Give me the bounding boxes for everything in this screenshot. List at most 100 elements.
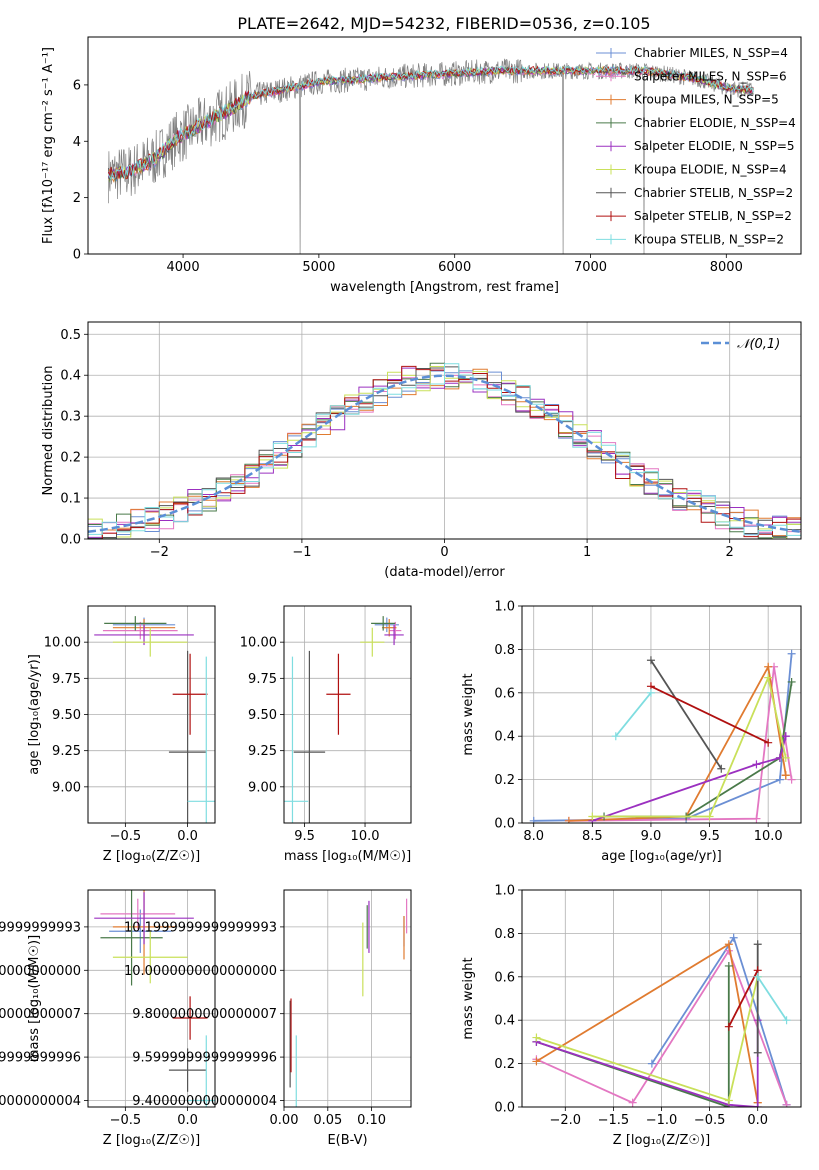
weight-marker — [752, 814, 761, 823]
y-axis-label: mass [log₁₀(M/M☉)] — [27, 935, 42, 1062]
legend-label: Salpeter ELODIE, N_SSP=5 — [634, 139, 795, 153]
plot-area-weight_vs_Z — [532, 933, 791, 1107]
weight-marker — [532, 1057, 541, 1066]
weight-marker — [729, 933, 738, 942]
axes-frame — [283, 889, 412, 1108]
weight-marker — [787, 775, 796, 784]
y-tick-label: 0.0 — [494, 817, 515, 832]
x-tick-label: 1 — [583, 545, 591, 560]
plot-area-age_vs_mass — [284, 616, 404, 823]
weight-marker — [724, 940, 733, 949]
weight-marker — [764, 738, 773, 747]
legend-label: Chabrier ELODIE, N_SSP=4 — [634, 116, 796, 130]
weight-series-line — [756, 976, 788, 1021]
legend-label: Salpeter MILES, N_SSP=6 — [634, 69, 787, 83]
x-tick-label: 9.5 — [294, 829, 315, 844]
plot-area-residuals — [88, 362, 801, 539]
weight-marker — [764, 673, 773, 682]
y-tick-label: 0.8 — [494, 643, 515, 658]
y-tick-label: 9.8000000000000007 — [132, 1007, 277, 1022]
panel-residuals: −2 −1 0 1 2 0.0 0.1 0.2 0.3 0.4 0.5 (data-model)/er… — [41, 321, 802, 580]
plot-area-age_vs_Z — [94, 616, 215, 823]
y-tick-label: 4 — [73, 135, 81, 150]
legend-label: Kroupa MILES, N_SSP=5 — [634, 93, 779, 107]
y-axis-label: mass weight — [461, 957, 476, 1039]
weight-marker — [717, 764, 726, 773]
x-tick-label: −1.5 — [598, 1113, 630, 1128]
y-tick-label: 2 — [73, 191, 81, 206]
weight-marker — [646, 656, 655, 665]
weight-marker — [753, 972, 762, 981]
x-tick-label: 2 — [726, 545, 734, 560]
weight-marker — [787, 677, 796, 686]
x-tick-label: 10.0 — [351, 829, 380, 844]
weight-marker — [787, 649, 796, 658]
x-tick-label: 0.05 — [313, 1113, 342, 1128]
weight-marker — [588, 812, 597, 821]
y-tick-label: 0.0 — [494, 1101, 515, 1116]
panel-age_vs_Z: −0.5 0.0 9.00 9.25 9.50 9.75 10.00 Z [log₁₀(Z/Z… — [27, 605, 216, 864]
x-tick-label: −0.5 — [110, 829, 142, 844]
y-tick-label: 10.00 — [240, 636, 277, 651]
legend-label: 𝒩(0,1) — [737, 337, 780, 352]
x-tick-label: 10.0 — [754, 829, 783, 844]
weight-series-line — [536, 1020, 759, 1107]
x-tick-label: 6000 — [438, 260, 471, 275]
weight-marker — [529, 816, 538, 823]
weight-marker — [753, 1048, 762, 1057]
weight-series-line — [615, 692, 652, 737]
y-tick-label: 10.1999999999999993 — [124, 920, 277, 935]
x-tick-label: −2 — [150, 545, 169, 560]
figure-title: PLATE=2642, MJD=54232, FIBERID=0536, z=0… — [237, 14, 650, 33]
panel-weight_vs_Z: −2.0 −1.5 −1.0 −0.5 0.0 0.0 0.2 0.4 0.6 0.8 1.0 Z [… — [461, 884, 802, 1148]
axes-frame — [87, 889, 216, 1108]
x-tick-label: 7000 — [574, 260, 607, 275]
x-tick-label: 8.0 — [523, 829, 544, 844]
x-tick-label: 0.10 — [357, 1113, 386, 1128]
x-tick-label: 9.0 — [641, 829, 662, 844]
y-axis-label: mass weight — [461, 673, 476, 755]
y-tick-label: 9.50 — [248, 708, 277, 723]
axes-frame — [521, 605, 802, 824]
model-fit-line — [107, 65, 754, 180]
weight-marker — [752, 760, 761, 769]
y-tick-label: 10.0000000000000000 — [124, 964, 277, 979]
x-tick-label: 0.0 — [177, 829, 198, 844]
y-tick-label: 9.00 — [248, 780, 277, 795]
x-tick-label: 8.5 — [582, 829, 603, 844]
x-tick-label: 0 — [440, 545, 448, 560]
legend-label: Kroupa STELIB, N_SSP=2 — [634, 232, 784, 246]
x-axis-label: age [log₁₀(age/yr)] — [601, 849, 722, 864]
model-fit-line — [107, 64, 754, 181]
weight-marker — [753, 1103, 762, 1107]
y-tick-label: 9.8000000000000007 — [0, 1007, 81, 1022]
y-tick-label: 9.50 — [52, 708, 81, 723]
weight-marker — [646, 688, 655, 697]
legend-label: Kroupa ELODIE, N_SSP=4 — [634, 163, 787, 177]
plot-area-spectrum — [107, 58, 754, 254]
y-tick-label: 0.0 — [60, 533, 81, 548]
x-axis-label: mass [log₁₀(M/M☉)] — [284, 849, 411, 864]
weight-series-line — [727, 969, 759, 1028]
x-tick-label: 4000 — [167, 260, 200, 275]
y-tick-label: 0.2 — [60, 451, 81, 466]
weight-series-line — [592, 674, 787, 818]
panel-age_vs_mass: 9.5 10.0 9.00 9.25 9.50 9.75 10.00 mass [log₁₀(… — [240, 605, 412, 864]
y-tick-label: 9.5999999999999996 — [132, 1051, 277, 1066]
y-tick-label: 0.6 — [494, 686, 515, 701]
x-tick-label: 9.5 — [699, 829, 720, 844]
x-axis-label: wavelength [Angstrom, rest frame] — [330, 280, 559, 295]
weight-marker — [764, 662, 773, 671]
y-tick-label: 9.25 — [52, 744, 81, 759]
plot-area-mass_vs_ebv — [289, 898, 408, 1107]
y-tick-label: 9.00 — [52, 780, 81, 795]
y-tick-label: 0.5 — [60, 328, 81, 343]
x-tick-label: −0.5 — [694, 1113, 726, 1128]
weight-marker — [724, 1022, 733, 1031]
y-tick-label: 0.2 — [494, 1057, 515, 1072]
x-tick-label: −1 — [292, 545, 311, 560]
panel-mass_vs_Z: −0.5 0.0 9.4000000000000004 9.5999999999999… — [0, 889, 216, 1148]
legend-label: Salpeter STELIB, N_SSP=2 — [634, 209, 792, 223]
weight-marker — [781, 753, 790, 762]
